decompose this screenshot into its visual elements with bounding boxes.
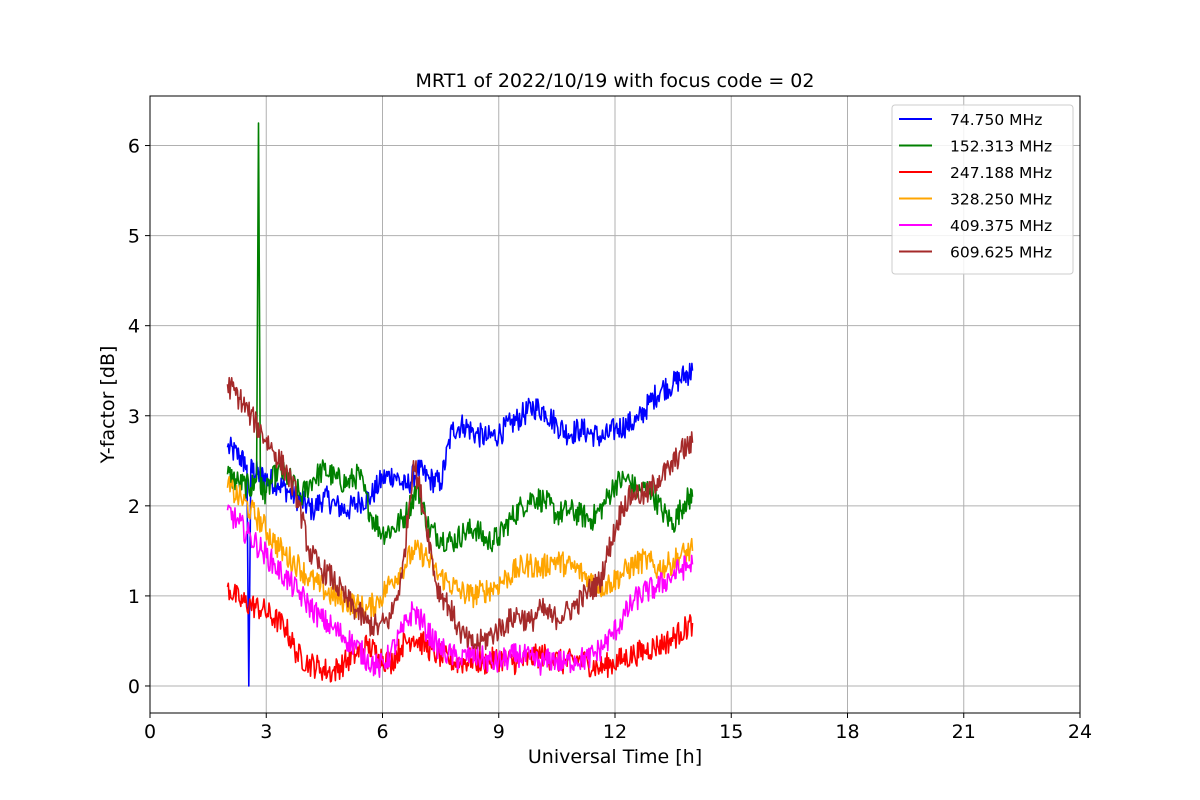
series-line: [226, 582, 694, 683]
legend-label: 74.750 MHz: [950, 111, 1042, 129]
legend-label: 152.313 MHz: [950, 138, 1052, 156]
x-tick-label: 9: [493, 721, 505, 743]
x-axis-label: Universal Time [h]: [528, 746, 702, 768]
x-tick-label: 15: [719, 721, 743, 743]
series-line: [226, 376, 694, 652]
y-tick-label: 6: [128, 136, 140, 158]
y-tick-label: 0: [128, 676, 140, 698]
x-tick-label: 21: [952, 721, 976, 743]
series-line: [226, 504, 694, 679]
y-tick-label: 5: [128, 226, 140, 248]
series-line: [226, 475, 694, 620]
y-tick-label: 2: [128, 496, 140, 518]
y-tick-label: 3: [128, 406, 140, 428]
x-tick-label: 3: [260, 721, 272, 743]
series-line: [226, 122, 694, 553]
legend-box: [891, 104, 1074, 275]
x-tick-label: 12: [603, 721, 627, 743]
y-axis-label: Y-factor [dB]: [97, 346, 119, 465]
legend-label: 247.188 MHz: [950, 164, 1052, 182]
legend: 74.750 MHz 152.313 MHz 247.188 MHz 328.250 …: [891, 104, 1074, 275]
plot-lines: [226, 122, 694, 687]
chart-title: MRT1 of 2022/10/19 with focus code = 02: [416, 70, 815, 92]
legend-label: 328.250 MHz: [950, 191, 1052, 209]
x-tick-label: 0: [144, 721, 156, 743]
x-tick-label: 24: [1068, 721, 1092, 743]
x-tick-label: 18: [835, 721, 859, 743]
y-tick-label: 4: [128, 316, 140, 338]
y-tick-label: 1: [128, 586, 140, 608]
x-tick-label: 6: [376, 721, 388, 743]
legend-label: 409.375 MHz: [950, 217, 1052, 235]
legend-label: 609.625 MHz: [950, 244, 1052, 262]
